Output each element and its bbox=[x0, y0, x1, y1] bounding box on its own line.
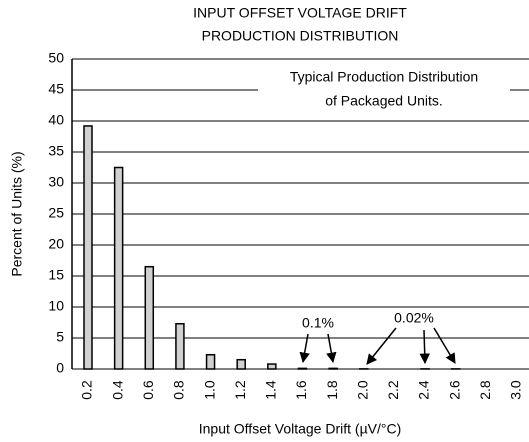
x-tick-label: 2.4 bbox=[416, 380, 432, 400]
y-tick-label: 10 bbox=[48, 298, 64, 314]
y-tick-label: 20 bbox=[48, 236, 64, 252]
chart-title: INPUT OFFSET VOLTAGE DRIFT bbox=[193, 5, 407, 21]
y-axis-label: Percent of Units (%) bbox=[9, 151, 25, 276]
x-tick-label: 3.0 bbox=[508, 380, 524, 400]
annotation: Typical Production Distribution bbox=[290, 69, 478, 85]
bar bbox=[297, 367, 308, 370]
x-tick-label: 2.8 bbox=[477, 380, 493, 400]
bar bbox=[267, 363, 277, 370]
annotation: 0.1% bbox=[302, 315, 334, 331]
chart-title: PRODUCTION DISTRIBUTION bbox=[202, 28, 399, 44]
x-tick-label: 1.8 bbox=[324, 380, 340, 400]
x-tick-label: 0.8 bbox=[171, 380, 187, 400]
x-axis-label: Input Offset Voltage Drift (µV/°C) bbox=[199, 421, 402, 437]
bar bbox=[144, 265, 155, 370]
x-tick-label: 1.2 bbox=[232, 380, 248, 400]
annotation: of Packaged Units. bbox=[325, 93, 443, 109]
y-tick-label: 40 bbox=[48, 112, 64, 128]
bar bbox=[205, 353, 216, 370]
y-tick-label: 30 bbox=[48, 174, 64, 190]
bar bbox=[175, 322, 185, 370]
legend-box bbox=[258, 66, 510, 118]
bar bbox=[113, 166, 124, 370]
y-tick-label: 15 bbox=[48, 267, 64, 283]
y-tick-label: 35 bbox=[48, 143, 64, 159]
bar bbox=[83, 125, 93, 370]
bar bbox=[328, 367, 338, 370]
x-tick-label: 2.0 bbox=[354, 380, 370, 400]
x-tick-label: 2.2 bbox=[385, 380, 401, 400]
x-tick-label: 0.6 bbox=[140, 380, 156, 400]
x-tick-label: 0.2 bbox=[79, 380, 95, 400]
y-tick-label: 25 bbox=[48, 205, 64, 221]
y-tick-label: 45 bbox=[48, 81, 64, 97]
y-tick-label: 5 bbox=[56, 329, 64, 345]
x-tick-label: 2.6 bbox=[446, 380, 462, 400]
bar bbox=[236, 358, 246, 370]
y-tick-label: 50 bbox=[48, 50, 64, 66]
x-tick-label: 0.4 bbox=[109, 380, 125, 400]
y-tick-label: 0 bbox=[56, 360, 64, 376]
x-tick-label: 1.0 bbox=[201, 380, 217, 400]
x-tick-label: 1.6 bbox=[293, 380, 309, 400]
x-tick-label: 1.4 bbox=[263, 380, 279, 400]
annotation: 0.02% bbox=[394, 310, 434, 326]
arrows bbox=[299, 327, 456, 365]
